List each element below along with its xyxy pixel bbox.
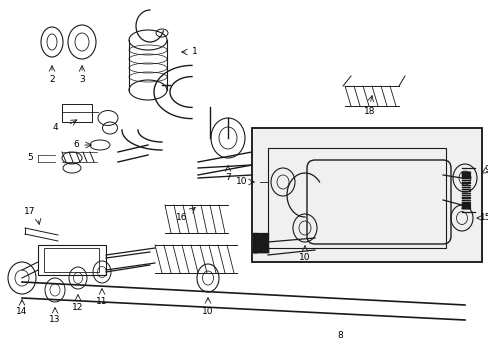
Text: 8: 8 [336,330,342,339]
Bar [44,248,99,272]
Text: 1: 1 [192,48,198,57]
Text: 5: 5 [27,153,33,162]
Text: 10: 10 [236,177,247,186]
Text: 15: 15 [479,213,488,222]
Text: 6: 6 [73,140,79,149]
Bar [251,128,481,262]
Bar [251,128,481,262]
Text: 4: 4 [52,123,58,132]
Bar [38,245,106,275]
Text: 7: 7 [224,174,230,183]
Bar [267,148,445,248]
Text: 11: 11 [96,297,107,306]
Text: 10: 10 [299,253,310,262]
Text: 13: 13 [49,315,61,324]
Text: 18: 18 [364,108,375,117]
Text: 16: 16 [176,213,187,222]
Text: 12: 12 [72,303,83,312]
Text: 10: 10 [202,307,213,316]
Bar [62,104,92,122]
Text: 2: 2 [49,76,55,85]
Text: 9: 9 [483,166,488,175]
Text: 17: 17 [24,207,36,216]
Text: 14: 14 [16,307,28,316]
Text: 3: 3 [79,76,85,85]
